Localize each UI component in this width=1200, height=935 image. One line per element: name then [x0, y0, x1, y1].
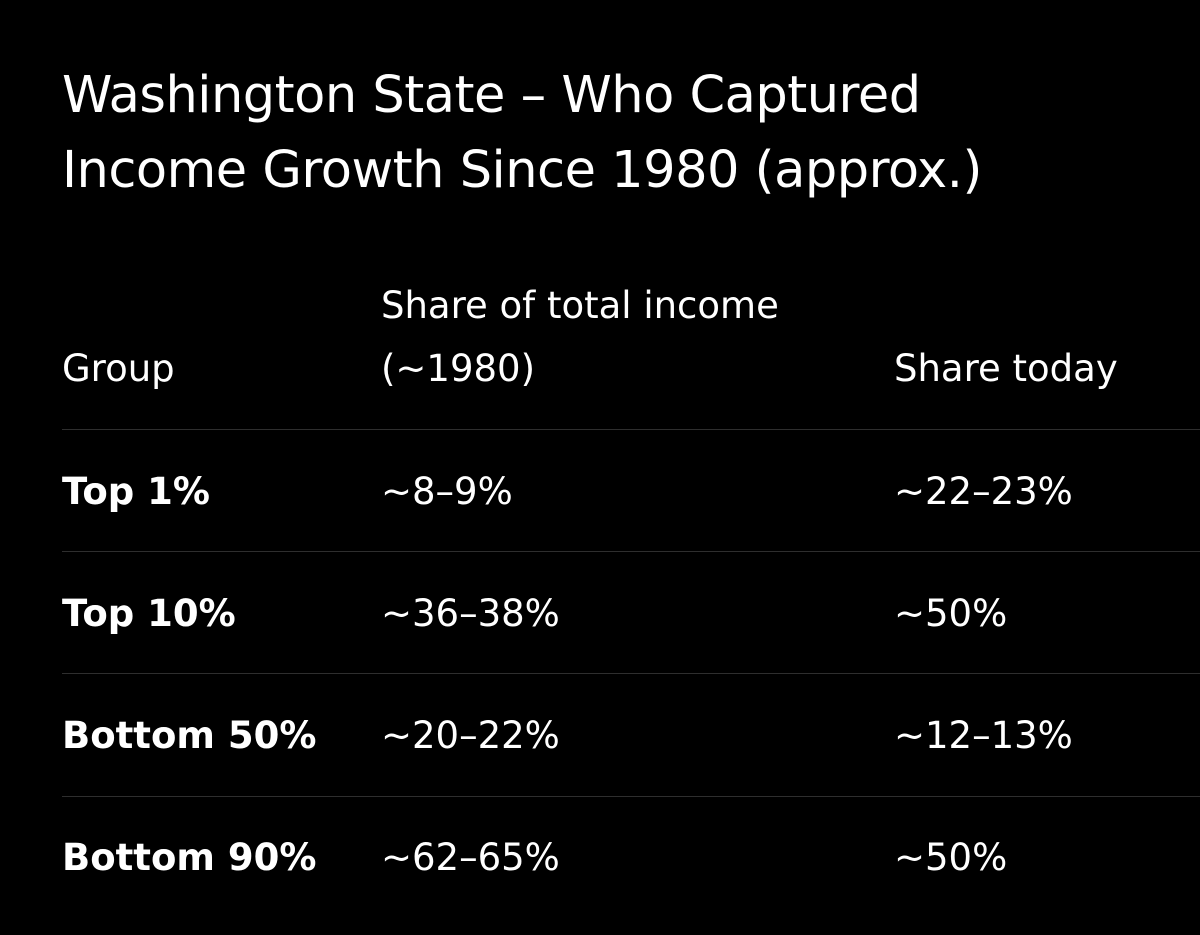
row-share-today: ~22–23%	[894, 470, 1073, 513]
header-share-1980-line-2: (~1980)	[381, 347, 536, 390]
row-share-1980: ~8–9%	[381, 470, 513, 513]
row-group-label: Top 10%	[62, 592, 236, 635]
header-share-1980-line-1: Share of total income	[381, 284, 779, 327]
row-divider	[62, 673, 1200, 674]
header-share-1980: Share of total income (~1980)	[381, 274, 779, 400]
row-group-label: Bottom 50%	[62, 714, 317, 757]
row-share-today: ~50%	[894, 592, 1008, 635]
row-group-label: Bottom 90%	[62, 836, 317, 879]
row-divider	[62, 551, 1200, 552]
row-share-1980: ~20–22%	[381, 714, 560, 757]
row-divider	[62, 429, 1200, 430]
page-title: Washington State – Who Captured Income G…	[62, 58, 1162, 208]
row-share-1980: ~36–38%	[381, 592, 560, 635]
row-share-today: ~50%	[894, 836, 1008, 879]
row-divider	[62, 796, 1200, 797]
row-share-1980: ~62–65%	[381, 836, 560, 879]
header-group: Group	[62, 347, 175, 390]
title-line-2: Income Growth Since 1980 (approx.)	[62, 141, 982, 200]
row-group-label: Top 1%	[62, 470, 210, 513]
row-share-today: ~12–13%	[894, 714, 1073, 757]
title-line-1: Washington State – Who Captured	[62, 66, 921, 125]
header-share-today: Share today	[894, 347, 1118, 390]
